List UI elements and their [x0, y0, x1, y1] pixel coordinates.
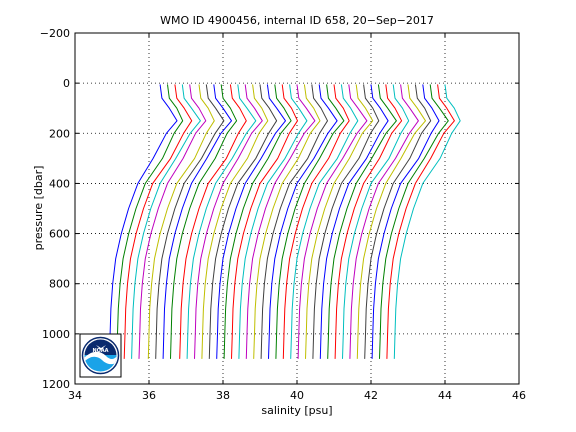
x-tick-label: 42 — [364, 389, 378, 402]
x-tick-label: 34 — [68, 389, 82, 402]
profile-line-11 — [186, 84, 257, 359]
profile-line-33 — [349, 84, 419, 359]
profile-line-28 — [312, 84, 380, 359]
profile-line-14 — [208, 84, 278, 359]
profile-line-35 — [364, 84, 432, 359]
profile-line-8 — [162, 84, 232, 359]
profile-line-25 — [290, 84, 359, 359]
profile-line-17 — [231, 84, 298, 359]
profiles — [108, 84, 461, 359]
logo-wave — [84, 351, 117, 365]
profile-line-29 — [319, 84, 389, 359]
profile-line-31 — [334, 84, 403, 359]
profile-line-20 — [253, 84, 321, 359]
profile-line-4 — [131, 84, 201, 359]
profile-line-37 — [379, 84, 449, 359]
profile-line-18 — [238, 84, 308, 359]
noaa-logo: NOAA — [79, 333, 122, 378]
profile-line-10 — [179, 84, 247, 359]
y-tick-label: 200 — [49, 127, 70, 140]
x-tick-label: 40 — [290, 389, 304, 402]
profile-line-24 — [282, 84, 350, 359]
y-tick-label: −200 — [40, 27, 70, 40]
ticks: 34 36 38 40 42 44 46 −200 0 200 400 600 800 1000 1200 — [40, 27, 526, 402]
profile-line-13 — [201, 84, 269, 359]
profile-line-16 — [223, 84, 292, 359]
x-tick-label: 38 — [216, 389, 230, 402]
x-tick-label: 44 — [438, 389, 452, 402]
logo-text: NOAA — [92, 348, 108, 354]
profile-line-26 — [297, 84, 368, 359]
y-tick-label: 800 — [49, 278, 70, 291]
profile-line-19 — [245, 84, 316, 359]
profile-line-21 — [260, 84, 328, 359]
profile-line-1 — [108, 84, 178, 359]
profile-line-6 — [147, 84, 215, 359]
y-tick-label: 0 — [63, 77, 70, 90]
profile-line-12 — [194, 84, 263, 359]
profile-line-7 — [155, 84, 225, 359]
profile-line-9 — [170, 84, 238, 359]
y-tick-label: 1000 — [42, 328, 70, 341]
profile-line-22 — [268, 84, 338, 359]
profile-line-30 — [327, 84, 397, 359]
logo-bird — [96, 345, 106, 350]
profile-line-36 — [371, 84, 440, 359]
y-tick-label: 400 — [49, 177, 70, 190]
profile-line-27 — [305, 84, 374, 359]
profile-line-34 — [356, 84, 426, 359]
profile-line-39 — [393, 84, 461, 359]
profile-line-5 — [138, 84, 207, 359]
chart-title: WMO ID 4900456, internal ID 658, 20−Sep−… — [160, 14, 434, 27]
profile-line-15 — [216, 84, 286, 359]
profile-line-23 — [275, 84, 345, 359]
y-tick-label: 600 — [49, 228, 70, 241]
y-tick-label: 1200 — [42, 378, 70, 391]
profile-line-2 — [116, 84, 184, 359]
y-axis-label: pressure [dbar] — [32, 166, 45, 251]
profile-line-3 — [123, 84, 193, 359]
x-axis-label: salinity [psu] — [261, 404, 332, 417]
profile-line-32 — [342, 84, 410, 359]
x-tick-label: 46 — [512, 389, 526, 402]
profile-line-38 — [386, 84, 455, 359]
x-tick-label: 36 — [142, 389, 156, 402]
